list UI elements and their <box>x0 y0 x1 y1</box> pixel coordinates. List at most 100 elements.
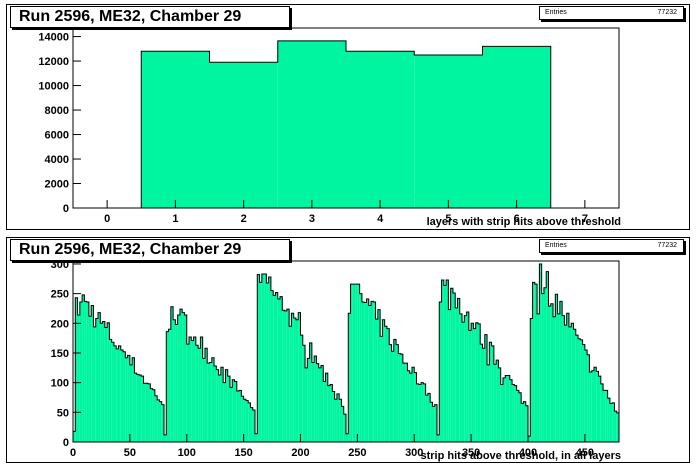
top-frame <box>72 27 620 209</box>
top-bar-5 <box>414 54 483 208</box>
strip-hits-histogram: 0 50 100 150 200 250 300 0 50 100 150 200 250 300 350 4… <box>51 259 621 462</box>
bottom-bar-189 <box>502 377 506 442</box>
top-ytick-label-1: 2000 <box>45 179 69 191</box>
bottom-bar-156 <box>427 393 431 442</box>
bottom-bar-118 <box>341 406 344 442</box>
bottom-bar-14 <box>104 327 108 442</box>
bottom-xtick-label-6: 300 <box>405 447 423 459</box>
bottom-bar-148 <box>409 373 412 442</box>
bottom-bar-119 <box>343 414 346 442</box>
bottom-bar-158 <box>432 406 435 442</box>
bottom-bar-180 <box>482 348 485 442</box>
bottom-bar-187 <box>498 367 501 442</box>
bottom-bar-43 <box>170 306 174 442</box>
bottom-bar-209 <box>548 306 551 442</box>
bottom-bar-71 <box>234 381 237 442</box>
bottom-bar-82 <box>259 282 262 442</box>
bottom-bar-107 <box>316 363 319 442</box>
bottom-bar-70 <box>232 379 235 442</box>
bottom-bar-204 <box>537 313 540 442</box>
bottom-bar-102 <box>305 367 308 442</box>
bottom-bar-52 <box>191 340 194 442</box>
bottom-bar-61 <box>211 357 215 442</box>
bottom-bar-172 <box>464 315 467 442</box>
bottom-bar-77 <box>248 402 251 442</box>
bottom-bar-20 <box>118 345 121 442</box>
bottom-bar-53 <box>193 336 196 442</box>
top-bar-4 <box>346 51 415 208</box>
bottom-bar-121 <box>348 313 351 442</box>
bottom-bar-104 <box>309 342 312 442</box>
bottom-bar-157 <box>430 402 433 442</box>
bottom-bar-115 <box>334 399 337 442</box>
bottom-bar-21 <box>120 350 124 442</box>
bottom-bar-231 <box>598 376 601 442</box>
bottom-bar-57 <box>202 358 205 442</box>
bottom-bar-128 <box>364 302 367 442</box>
bottom-bar-67 <box>225 369 228 442</box>
bottom-bar-160 <box>437 434 440 442</box>
bottom-bar-129 <box>366 298 369 442</box>
bottom-bar-103 <box>307 358 310 442</box>
bottom-bar-72 <box>236 390 240 442</box>
bottom-bar-79 <box>252 409 255 442</box>
bottom-bar-215 <box>562 315 565 442</box>
bottom-bar-15 <box>107 322 110 442</box>
bottom-bar-225 <box>584 350 588 442</box>
bottom-bar-178 <box>477 323 481 442</box>
top-ytick-label-0: 0 <box>63 203 69 215</box>
bottom-bar-0 <box>73 431 76 442</box>
bottom-ytick-label-3: 150 <box>51 348 69 360</box>
bottom-bar-206 <box>541 293 544 442</box>
bottom-ytick-label-2: 100 <box>51 378 69 390</box>
top-ytick-label-6: 12000 <box>38 56 69 68</box>
bottom-bar-181 <box>484 334 488 442</box>
bottom-bar-233 <box>603 390 606 442</box>
bottom-stats-box: Entries 77232 <box>539 239 684 253</box>
bottom-bar-182 <box>487 364 490 442</box>
bottom-stats-entries-value: 77232 <box>657 242 677 249</box>
bottom-bar-139 <box>389 344 392 442</box>
bottom-bar-37 <box>157 399 160 442</box>
bottom-bar-87 <box>270 290 274 442</box>
top-bar-6 <box>482 46 551 209</box>
bottom-xlabel: strip hits above threshold, in all layer… <box>420 450 621 462</box>
bottom-bar-200 <box>528 436 531 442</box>
bottom-frame <box>72 260 620 443</box>
bottom-bar-171 <box>462 322 465 442</box>
bottom-ytick-label-4: 200 <box>51 318 69 330</box>
bottom-bar-235 <box>607 398 610 442</box>
top-ytick-label-5: 10000 <box>38 81 69 93</box>
bottom-bar-59 <box>207 363 210 442</box>
bottom-ytick-label-1: 50 <box>57 407 69 419</box>
bottom-bar-23 <box>125 357 128 442</box>
bottom-bar-11 <box>98 312 101 442</box>
bottom-bar-162 <box>441 279 444 442</box>
bottom-bar-111 <box>325 373 328 442</box>
bottom-bar-167 <box>452 293 456 442</box>
bottom-bar-216 <box>564 325 567 442</box>
bottom-bar-55 <box>198 348 201 442</box>
bottom-bar-205 <box>539 263 542 442</box>
bottom-bar-62 <box>214 366 217 442</box>
bottom-bar-10 <box>95 318 99 442</box>
bottom-bar-226 <box>587 354 590 442</box>
bottom-bar-117 <box>339 399 342 442</box>
bottom-bar-185 <box>493 364 497 442</box>
bottom-bar-184 <box>491 345 494 442</box>
bottom-bar-179 <box>480 344 483 442</box>
bottom-bar-30 <box>141 376 144 442</box>
bottom-bar-109 <box>320 365 324 442</box>
bottom-bar-150 <box>414 372 417 442</box>
top-ytick-label-3: 6000 <box>45 130 69 142</box>
top-xtick-label-0: 0 <box>104 213 110 225</box>
bottom-xtick-label-7: 350 <box>462 447 480 459</box>
bottom-bar-164 <box>446 279 449 442</box>
bottom-bar-24 <box>127 355 130 442</box>
bottom-bar-1 <box>75 297 78 442</box>
top-xtick-label-3: 3 <box>309 213 315 225</box>
bottom-xtick-label-2: 100 <box>178 447 196 459</box>
bottom-bar-183 <box>489 342 492 442</box>
bottom-bar-223 <box>580 339 583 442</box>
bottom-bar-96 <box>291 313 294 442</box>
